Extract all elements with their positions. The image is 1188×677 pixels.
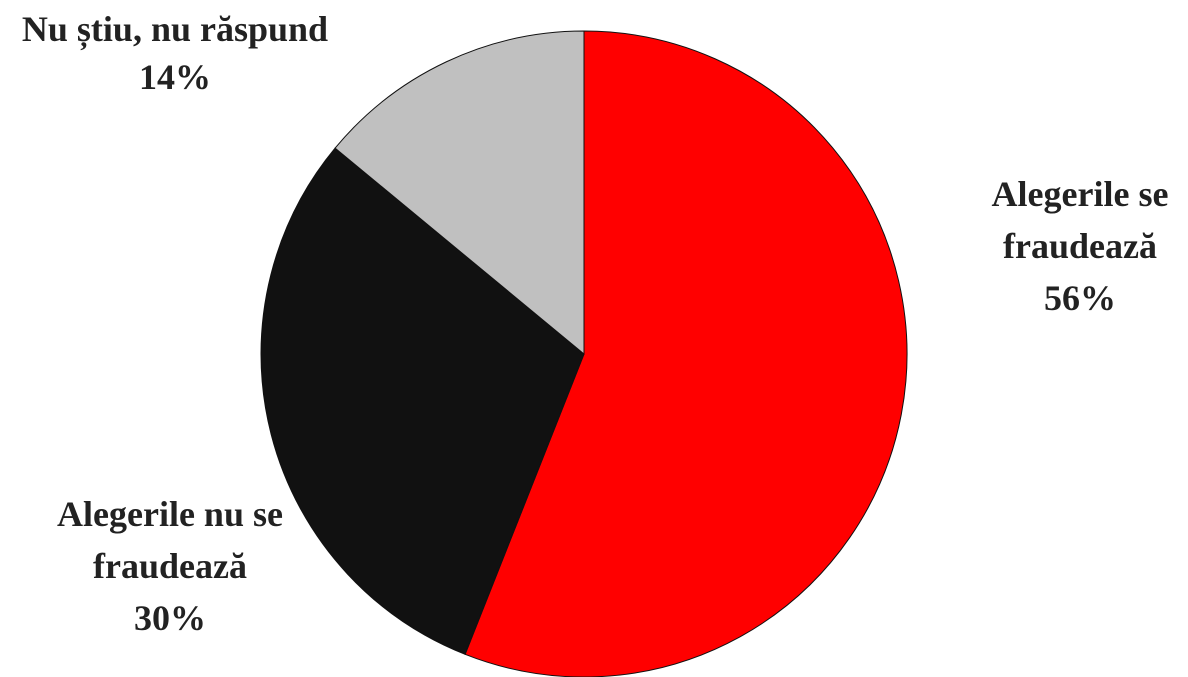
slice-label-dont-know-line-1: Nu știu, nu răspund — [21, 9, 329, 49]
slice-label-no-fraud-line-2: fraudează — [93, 546, 247, 586]
slice-label-fraud: Alegerile se fraudează 56% — [960, 168, 1188, 324]
pie-slice-fraud — [464, 30, 908, 677]
slice-value-no-fraud: 30% — [134, 598, 206, 638]
slice-label-fraud-line-1: Alegerile se — [991, 174, 1169, 214]
pie-slice-dont-know — [334, 30, 585, 356]
slice-label-no-fraud: Alegerile nu se fraudează 30% — [20, 488, 320, 644]
pie-slice-no-fraud — [260, 147, 585, 655]
slice-value-fraud: 56% — [1044, 278, 1116, 318]
slice-label-no-fraud-line-1: Alegerile nu se — [57, 494, 283, 534]
slice-label-fraud-line-2: fraudează — [1003, 226, 1157, 266]
slice-label-dont-know: Nu știu, nu răspund 14% — [0, 5, 350, 101]
slice-value-dont-know: 14% — [139, 57, 211, 97]
